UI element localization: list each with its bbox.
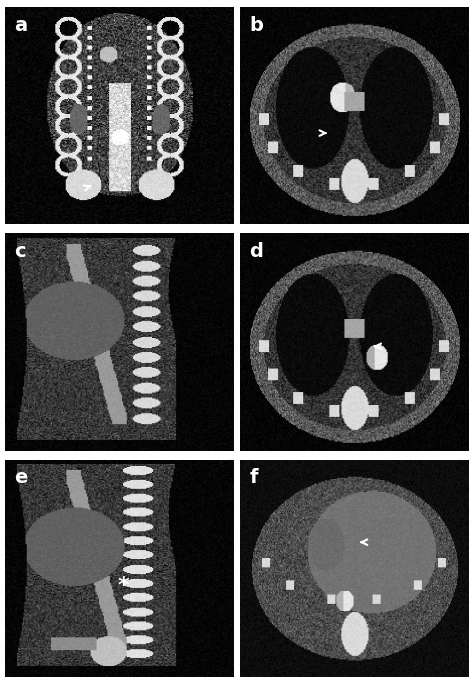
Text: a: a bbox=[14, 16, 27, 35]
Text: f: f bbox=[250, 469, 258, 487]
Text: c: c bbox=[14, 242, 26, 261]
Text: *: * bbox=[118, 576, 129, 596]
Text: d: d bbox=[250, 242, 264, 261]
Text: b: b bbox=[250, 16, 264, 35]
Text: e: e bbox=[14, 469, 27, 487]
